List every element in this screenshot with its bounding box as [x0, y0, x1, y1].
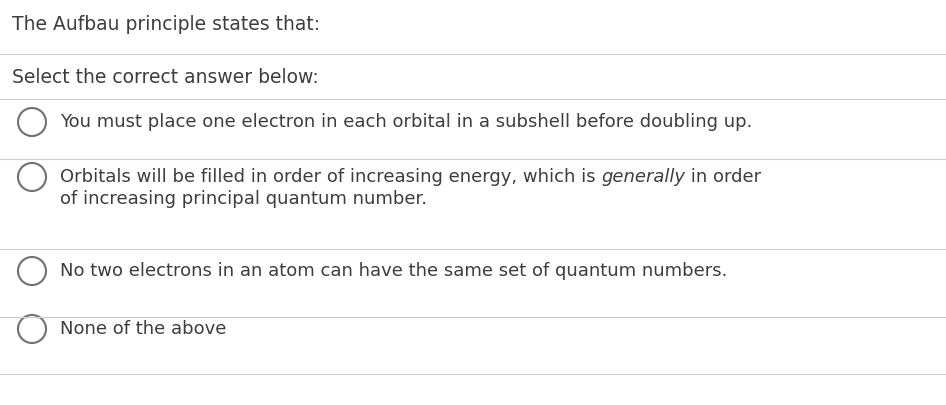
- Text: You must place one electron in each orbital in a subshell before doubling up.: You must place one electron in each orbi…: [60, 113, 752, 131]
- Text: of increasing principal quantum number.: of increasing principal quantum number.: [60, 190, 428, 207]
- Text: Orbitals will be filled in order of increasing energy, which is: Orbitals will be filled in order of incr…: [60, 168, 602, 185]
- Text: No two electrons in an atom can have the same set of quantum numbers.: No two electrons in an atom can have the…: [60, 261, 727, 279]
- Text: Select the correct answer below:: Select the correct answer below:: [12, 68, 319, 87]
- Text: None of the above: None of the above: [60, 319, 226, 337]
- Text: in order: in order: [685, 168, 762, 185]
- Text: The Aufbau principle states that:: The Aufbau principle states that:: [12, 15, 320, 34]
- Text: generally: generally: [602, 168, 685, 185]
